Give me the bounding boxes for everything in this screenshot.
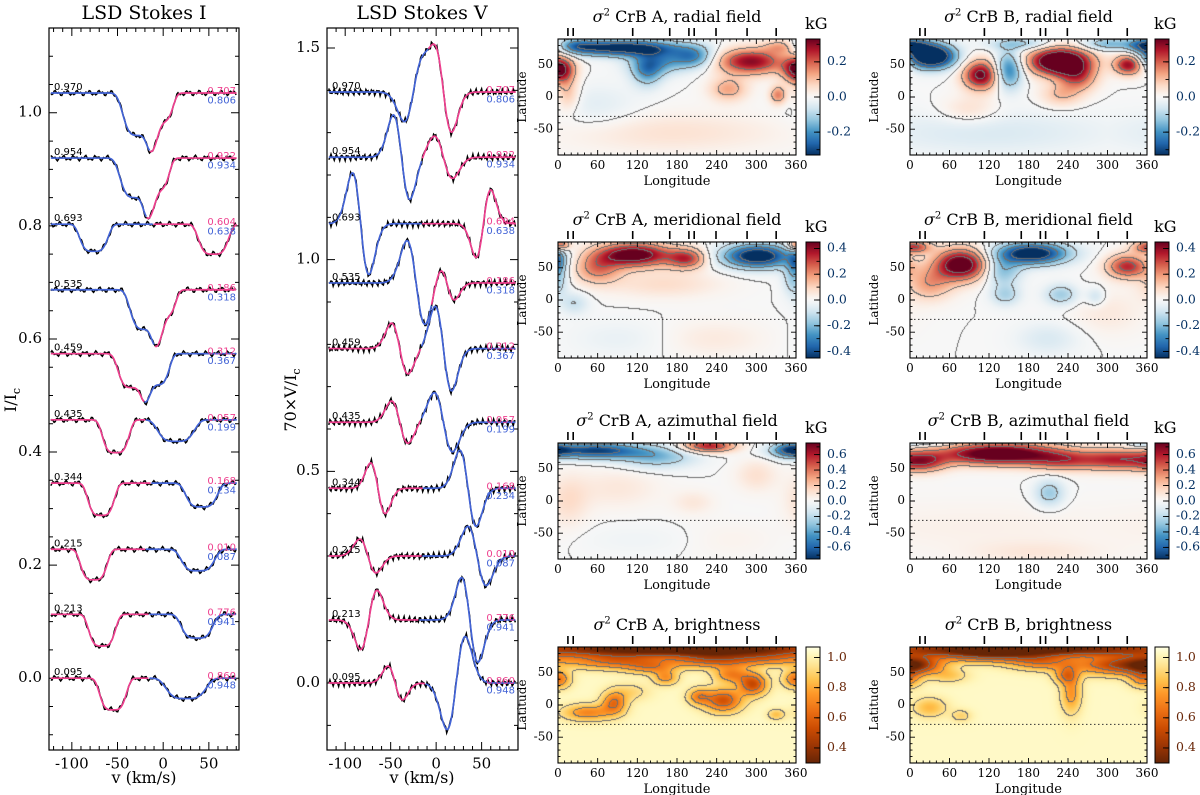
map-title-mapA-radial: σ2 CrB A, radial field (592, 7, 762, 26)
colorbar-unit-mapB-azimuthal: kG (1154, 418, 1177, 437)
map-xlabel-mapA-brightness: Longitude (643, 782, 711, 795)
map-xlabel-mapB-meridional: Longitude (995, 377, 1062, 392)
colorbar-unit-mapA-azimuthal: kG (805, 418, 828, 437)
map-ylabel-mapA-brightness: Latitude (515, 679, 529, 731)
stokes-i-xlabel: v (km/s) (111, 768, 177, 787)
stokes-v-ylabel-main: 70×V/I (280, 374, 300, 432)
map-xlabel-mapB-azimuthal: Longitude (995, 578, 1062, 593)
map-ylabel-mapA-meridional: Latitude (515, 274, 529, 326)
map-title-mapA-meridional: σ2 CrB A, meridional field (572, 210, 782, 229)
map-xlabel-mapA-radial: Longitude (643, 174, 711, 189)
colorbar-unit-mapB-meridional: kG (1154, 217, 1177, 236)
stokes-v-title: LSD Stokes V (356, 2, 488, 24)
map-ylabel-mapB-radial: Latitude (867, 71, 881, 123)
stokes-i-ylabel-sub: c (10, 387, 24, 395)
map-ylabel-mapA-radial: Latitude (515, 71, 529, 123)
stokes-i-ylabel-main: I/I (0, 394, 20, 413)
stokes-i-title: LSD Stokes I (81, 2, 207, 24)
colorbar-unit-mapA-meridional: kG (805, 217, 828, 236)
map-xlabel-mapA-meridional: Longitude (643, 377, 711, 392)
map-ylabel-mapA-azimuthal: Latitude (515, 475, 529, 527)
colorbar-unit-mapB-radial: kG (1154, 14, 1177, 33)
colorbar-unit-mapA-radial: kG (805, 14, 828, 33)
stokes-v-ylabel-sub: c (290, 368, 304, 375)
map-title-mapB-meridional: σ2 CrB B, meridional field (924, 210, 1133, 229)
map-ylabel-mapB-azimuthal: Latitude (867, 475, 881, 527)
map-title-mapA-azimuthal: σ2 CrB A, azimuthal field (576, 411, 778, 430)
stokes-i-ylabel: I/Ic (1, 388, 23, 412)
map-title-mapB-radial: σ2 CrB B, radial field (944, 7, 1113, 26)
map-title-mapA-brightness: σ2 CrB A, brightness (593, 615, 761, 634)
stokes-v-xlabel: v (km/s) (389, 768, 455, 787)
map-xlabel-mapB-radial: Longitude (995, 174, 1062, 189)
map-xlabel-mapA-azimuthal: Longitude (643, 578, 711, 593)
map-xlabel-mapB-brightness: Longitude (995, 782, 1062, 795)
map-title-mapB-brightness: σ2 CrB B, brightness (944, 615, 1113, 634)
stokes-v-ylabel: 70×V/Ic (281, 368, 303, 431)
map-ylabel-mapB-brightness: Latitude (867, 679, 881, 731)
map-title-mapB-azimuthal: σ2 CrB B, azimuthal field (927, 411, 1130, 430)
map-ylabel-mapB-meridional: Latitude (867, 274, 881, 326)
